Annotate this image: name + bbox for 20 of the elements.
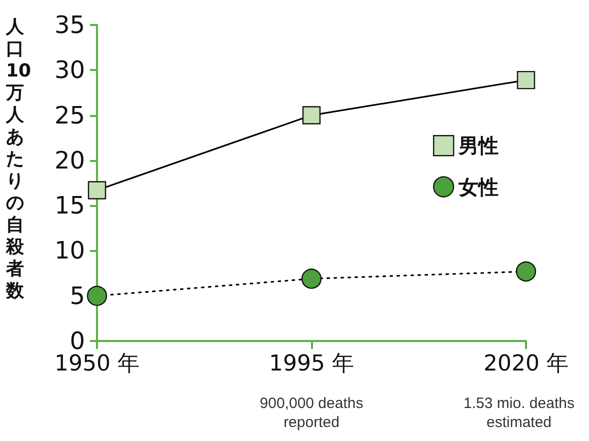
text: 900,000 deaths reported [260, 395, 364, 431]
y-tick-label: 10 [54, 236, 85, 265]
y-tick-label: 25 [54, 101, 85, 130]
x-tick-label: 2020 年 [484, 352, 568, 376]
y-tick-label: 5 [70, 282, 85, 310]
text: 人口10万人あたりの自殺者数 [6, 16, 32, 302]
x-tick-label: 1995 年 [269, 352, 354, 376]
point [88, 181, 106, 200]
point [516, 261, 536, 282]
y-tick-label: 20 [54, 146, 85, 174]
y-tick-label: 15 [54, 192, 85, 220]
legend-label: 女性 [458, 174, 499, 199]
point [302, 106, 321, 124]
text: 1.53 mio. deaths estimated [464, 395, 574, 431]
y-tick-label: 30 [54, 56, 85, 84]
point [301, 268, 322, 289]
y-tick-label: 35 [54, 11, 85, 39]
legend-label: 男性 [458, 134, 499, 158]
point [86, 286, 108, 306]
point [516, 70, 536, 90]
